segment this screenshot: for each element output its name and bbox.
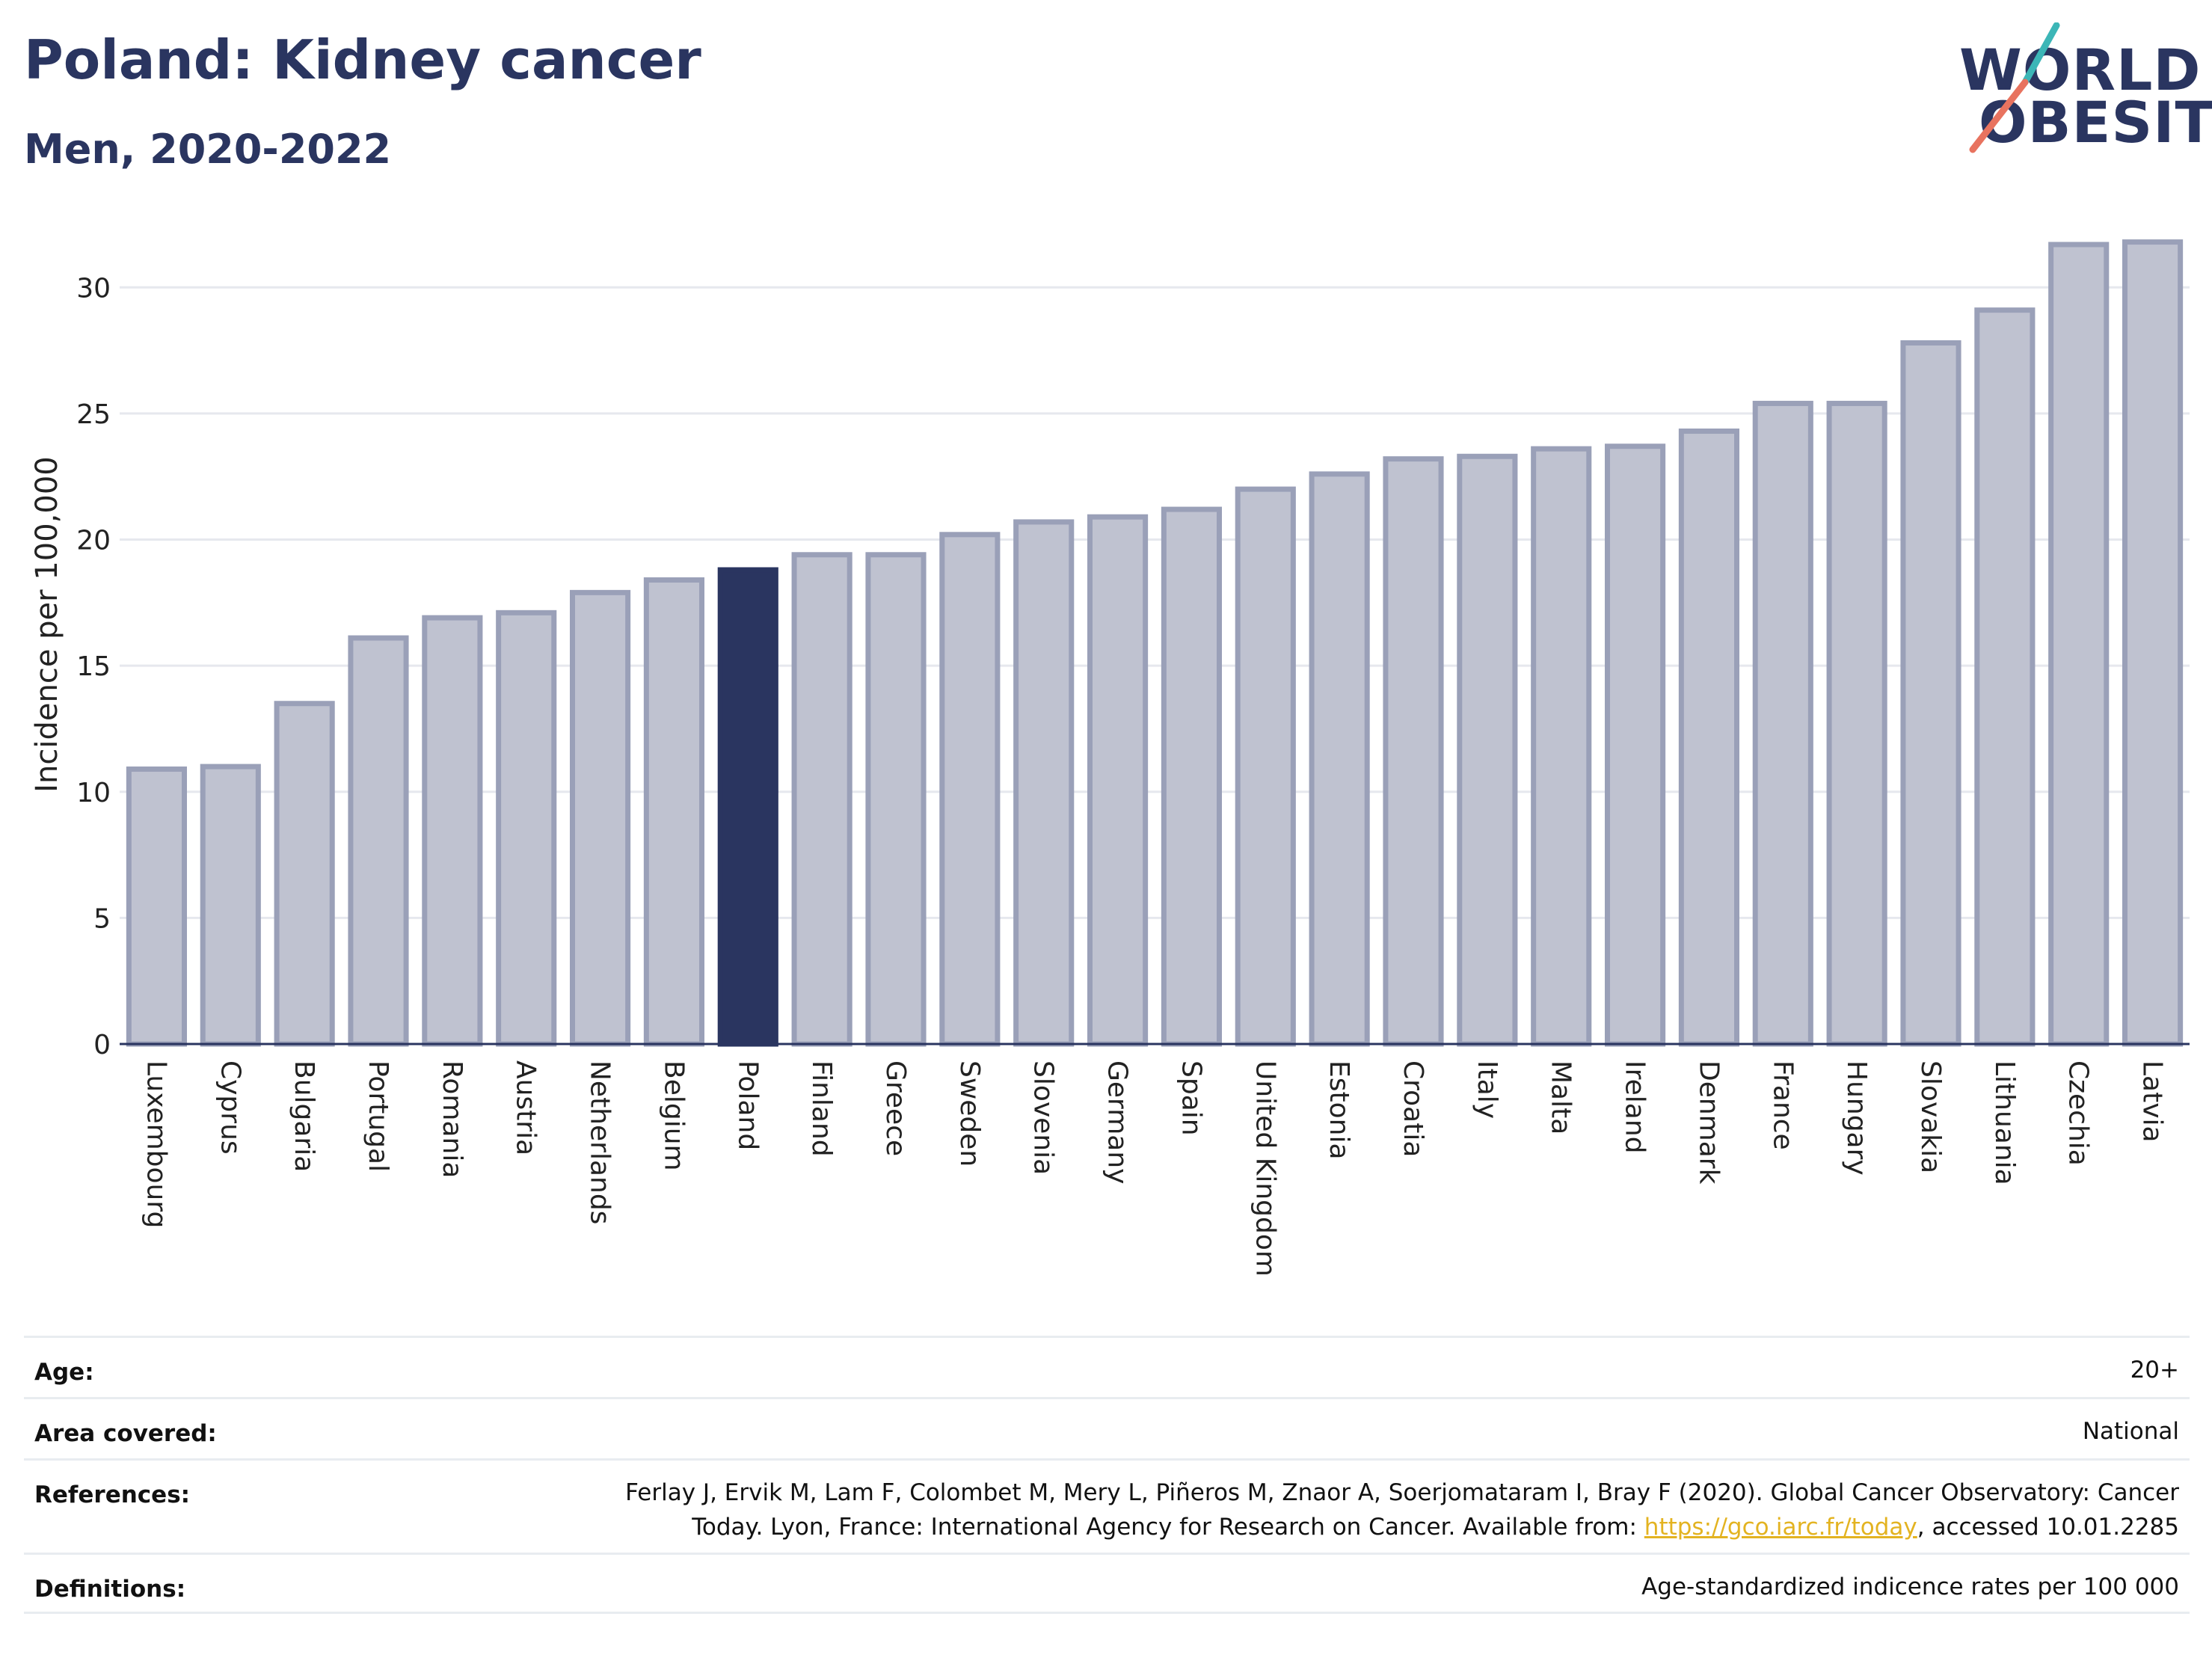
x-tick-label: Cyprus xyxy=(215,1060,245,1155)
x-tick-label: United Kingdom xyxy=(1250,1060,1280,1277)
x-tick-label: Greece xyxy=(880,1060,911,1156)
x-tick-label: Malta xyxy=(1546,1060,1576,1134)
area-value: National xyxy=(2082,1418,2179,1445)
x-tick-label: Latvia xyxy=(2137,1060,2168,1143)
bar-slovakia xyxy=(1900,340,1961,1047)
x-tick-label: Lithuania xyxy=(1989,1060,2020,1185)
x-tick-label: Ireland xyxy=(1620,1060,1650,1154)
x-tick-label: Luxembourg xyxy=(141,1060,171,1228)
world-obesity-logo: WORLD OBESITY xyxy=(1944,22,2212,157)
area-label: Area covered: xyxy=(34,1420,217,1447)
x-tick-label: Finland xyxy=(806,1060,837,1157)
bar-slovenia xyxy=(1013,519,1075,1047)
y-tick-label: 25 xyxy=(76,399,111,430)
bar-latvia xyxy=(2122,239,2184,1047)
references-label: References: xyxy=(34,1481,191,1508)
definitions-label: Definitions: xyxy=(34,1576,186,1603)
bar-germany xyxy=(1087,514,1149,1047)
bar-netherlands xyxy=(570,589,631,1047)
meta-row-definitions: Definitions: Age-standardized indicence … xyxy=(24,1553,2190,1614)
page-title: Poland: Kidney cancer xyxy=(24,28,701,91)
x-tick-label: Portugal xyxy=(363,1060,393,1172)
logo-word-obesity: OBESITY xyxy=(1979,89,2212,156)
x-tick-label: Bulgaria xyxy=(289,1060,319,1172)
bar-lithuania xyxy=(1974,307,2036,1047)
references-value: Ferlay J, Ervik M, Lam F, Colombet M, Me… xyxy=(625,1461,2179,1553)
bar-estonia xyxy=(1309,471,1370,1047)
bar-poland xyxy=(717,567,778,1047)
x-tick-label: Slovakia xyxy=(1915,1060,1946,1173)
y-tick-label: 15 xyxy=(76,651,111,682)
references-text-2: Today. Lyon, France: International Agenc… xyxy=(692,1514,1644,1541)
x-tick-label: Croatia xyxy=(1398,1060,1428,1157)
meta-row-area: Area covered: National xyxy=(24,1397,2190,1458)
y-tick-label: 20 xyxy=(76,526,111,556)
bar-croatia xyxy=(1383,456,1444,1047)
bar-sweden xyxy=(939,532,1001,1047)
bar-finland xyxy=(791,552,852,1047)
x-tick-label: Spain xyxy=(1176,1060,1206,1136)
x-tick-label: Sweden xyxy=(954,1060,985,1167)
bar-hungary xyxy=(1826,400,1887,1047)
references-text-1: Ferlay J, Ervik M, Lam F, Colombet M, Me… xyxy=(625,1479,2179,1506)
references-text-3: , accessed 10.01.2285 xyxy=(1917,1514,2179,1541)
bar-portugal xyxy=(348,635,409,1047)
logo-word-world: WORLD xyxy=(1959,37,2202,103)
x-tick-label: Romania xyxy=(437,1060,467,1178)
age-value: 20+ xyxy=(2130,1357,2179,1384)
bar-czechia xyxy=(2048,242,2110,1047)
x-tick-label: Denmark xyxy=(1693,1060,1724,1185)
references-link[interactable]: https://gco.iarc.fr/today xyxy=(1644,1514,1917,1541)
x-tick-label: Austria xyxy=(511,1060,541,1155)
axes: 0 5 10 15 20 25 30 Luxembourg Cyprus Bulgaria Port… xyxy=(76,273,2190,1277)
meta-row-references: References: Ferlay J, Ervik M, Lam F, Co… xyxy=(24,1458,2190,1553)
y-tick-label: 0 xyxy=(93,1030,111,1060)
x-tick-label: Belgium xyxy=(658,1060,689,1171)
x-tick-label: Poland xyxy=(732,1060,763,1150)
y-tick-label: 30 xyxy=(76,273,111,304)
definitions-value: Age-standardized indicence rates per 100… xyxy=(1641,1573,2179,1600)
bar-spain xyxy=(1161,506,1223,1047)
bars xyxy=(126,239,2184,1047)
x-tick-label: Slovenia xyxy=(1028,1060,1059,1175)
bar-denmark xyxy=(1678,429,1740,1047)
y-tick-label: 5 xyxy=(93,903,111,934)
bar-chart: 0 5 10 15 20 25 30 Luxembourg Cyprus Bulgaria Port… xyxy=(30,239,2190,1277)
metadata-table: Age: 20+ Area covered: National Referenc… xyxy=(24,1336,2190,1614)
bar-romania xyxy=(422,615,483,1047)
age-label: Age: xyxy=(34,1359,94,1386)
bar-austria xyxy=(496,610,557,1047)
bar-malta xyxy=(1531,446,1592,1047)
bar-france xyxy=(1752,400,1813,1047)
y-axis-label: Incidence per 100,000 xyxy=(30,456,64,793)
x-tick-label: Italy xyxy=(1472,1060,1502,1119)
bar-united-kingdom xyxy=(1235,486,1296,1047)
bar-belgium xyxy=(643,577,704,1047)
bar-ireland xyxy=(1605,443,1666,1047)
x-tick-label: Hungary xyxy=(1841,1060,1872,1176)
logo-slash-icon xyxy=(1969,22,2060,153)
bar-luxembourg xyxy=(126,766,188,1047)
bar-bulgaria xyxy=(274,701,335,1047)
meta-row-age: Age: 20+ xyxy=(24,1336,2190,1397)
x-tick-label: Netherlands xyxy=(585,1060,615,1224)
bar-greece xyxy=(865,552,927,1047)
page-subtitle: Men, 2020-2022 xyxy=(24,126,392,173)
bar-italy xyxy=(1457,453,1518,1047)
x-tick-label: Germany xyxy=(1102,1060,1133,1184)
x-tick-label: Estonia xyxy=(1324,1060,1354,1160)
x-tick-label: Czechia xyxy=(2063,1060,2094,1166)
y-tick-label: 10 xyxy=(76,778,111,808)
x-tick-label: France xyxy=(1767,1060,1798,1150)
bar-cyprus xyxy=(200,764,261,1047)
